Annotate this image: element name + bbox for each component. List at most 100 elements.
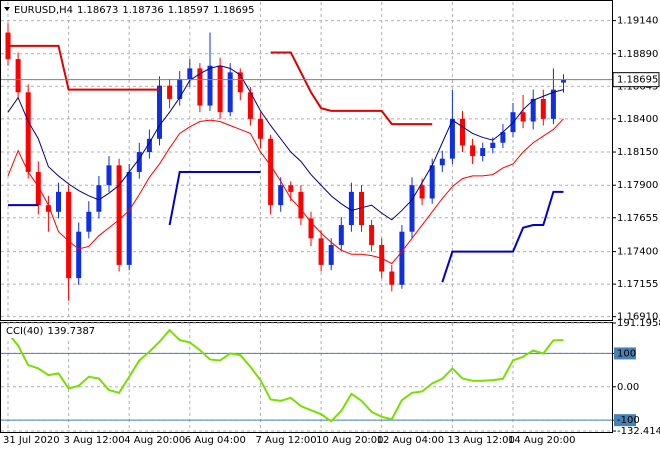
open: 1.18673 — [77, 5, 118, 16]
candle-body — [56, 191, 61, 212]
header: EURUSD,H4 1.18673 1.18736 1.18597 1.18695 — [14, 5, 254, 16]
candle-body — [540, 98, 546, 119]
candle-body — [187, 68, 193, 80]
candle-body — [561, 79, 566, 83]
candle-body — [419, 185, 425, 199]
y-tick-label: 0.00 — [617, 382, 639, 393]
last-price-box — [612, 72, 660, 88]
candle-body — [258, 118, 263, 139]
indicator-line — [7, 118, 564, 265]
candle-body — [308, 218, 314, 239]
last-price-label: 1.18695 — [617, 75, 658, 86]
candle-body — [278, 185, 284, 206]
candle-body — [399, 231, 405, 285]
candle-body — [369, 225, 375, 245]
candle-body — [348, 191, 354, 226]
indicator-line — [8, 170, 564, 283]
candle-body — [207, 65, 213, 106]
candle-body — [288, 185, 294, 192]
x-tick-label: 31 Jul 2020 — [3, 435, 60, 446]
y-tick-label: 1.18150 — [617, 147, 658, 158]
cci-header: CCI(40) 139.7387 — [6, 326, 95, 337]
x-tick-label: 4 Aug 20:00 — [124, 435, 185, 446]
candle-body — [439, 158, 445, 166]
plot-layer — [1, 2, 612, 432]
candle-body — [136, 152, 142, 172]
cci-title: CCI(40) — [6, 326, 44, 337]
y-tick-label: 191.1958 — [617, 318, 660, 329]
candle-body — [318, 238, 324, 265]
candle-body — [247, 92, 253, 119]
candle-body — [550, 89, 556, 119]
candle-body — [177, 79, 183, 99]
candle-body — [268, 138, 274, 206]
candle-body — [389, 271, 395, 285]
indicator-line — [8, 44, 433, 126]
cci-panel — [0, 322, 613, 433]
x-tick-label: 13 Aug 12:00 — [447, 435, 514, 446]
close: 1.18695 — [213, 5, 254, 16]
candle-body — [116, 165, 122, 265]
candle-body — [460, 118, 465, 146]
cci-value: 139.7387 — [47, 326, 95, 337]
candle-body — [338, 225, 344, 245]
candle-body — [106, 165, 112, 186]
cci-line — [7, 328, 564, 423]
y-tick-label: 1.17655 — [617, 213, 658, 224]
y-tick-label: 1.19140 — [617, 16, 658, 27]
y-tick-label: 1.17900 — [617, 180, 658, 191]
y-tick-label: 100 — [617, 348, 636, 359]
x-tick-label: 3 Aug 12:00 — [64, 435, 125, 446]
y-tick-label: 1.17400 — [617, 247, 658, 258]
candle-body — [96, 185, 102, 212]
candle-body — [480, 148, 486, 157]
y-tick-label: 1.17155 — [617, 279, 658, 290]
level-label-bg — [614, 347, 636, 360]
candle-body — [409, 185, 415, 232]
candle-body — [45, 205, 51, 212]
high: 1.18736 — [122, 5, 163, 16]
candle-body — [76, 231, 82, 279]
symbol: EURUSD,H4 — [14, 5, 73, 16]
candle-body — [490, 142, 496, 149]
header-bg — [13, 2, 223, 16]
indicator-line — [7, 65, 564, 221]
y-tick-label: -100 — [617, 415, 640, 426]
level-label-bg — [614, 414, 636, 427]
candle-body — [227, 72, 233, 113]
y-tick-label: -132.4148 — [617, 426, 660, 437]
candle-body — [530, 98, 536, 122]
x-tick-label: 7 Aug 12:00 — [256, 435, 317, 446]
cci-header-bg — [5, 325, 105, 338]
candle-body — [500, 132, 506, 143]
candle-body — [197, 68, 203, 106]
candle-body — [359, 191, 364, 226]
candle-body — [429, 165, 435, 199]
candle-body — [66, 191, 72, 279]
candle-body — [167, 85, 173, 99]
y-tick-label: 1.16910 — [617, 312, 658, 323]
y-tick-label: 1.18890 — [617, 49, 658, 60]
candle-body — [449, 118, 455, 159]
candle-body — [470, 145, 476, 157]
x-tick-label: 14 Aug 20:00 — [508, 435, 575, 446]
x-tick-label: 6 Aug 04:00 — [185, 435, 246, 446]
candle-body — [298, 191, 304, 219]
main-panel — [0, 0, 613, 321]
candle-body — [237, 72, 243, 93]
candle-body — [126, 171, 132, 265]
y-tick-label: 1.18400 — [617, 114, 658, 125]
candle-body — [146, 138, 152, 153]
candle-body — [25, 92, 31, 172]
low: 1.18597 — [168, 5, 209, 16]
candle-body — [157, 85, 162, 139]
candle-body — [35, 171, 41, 206]
candle-body — [86, 211, 92, 232]
candle-body — [520, 112, 526, 122]
x-tick-label: 10 Aug 20:00 — [316, 435, 383, 446]
candle-body — [15, 59, 21, 93]
x-tick-label: 12 Aug 04:00 — [377, 435, 444, 446]
menu-arrow — [4, 7, 10, 11]
candle-body — [217, 65, 223, 113]
